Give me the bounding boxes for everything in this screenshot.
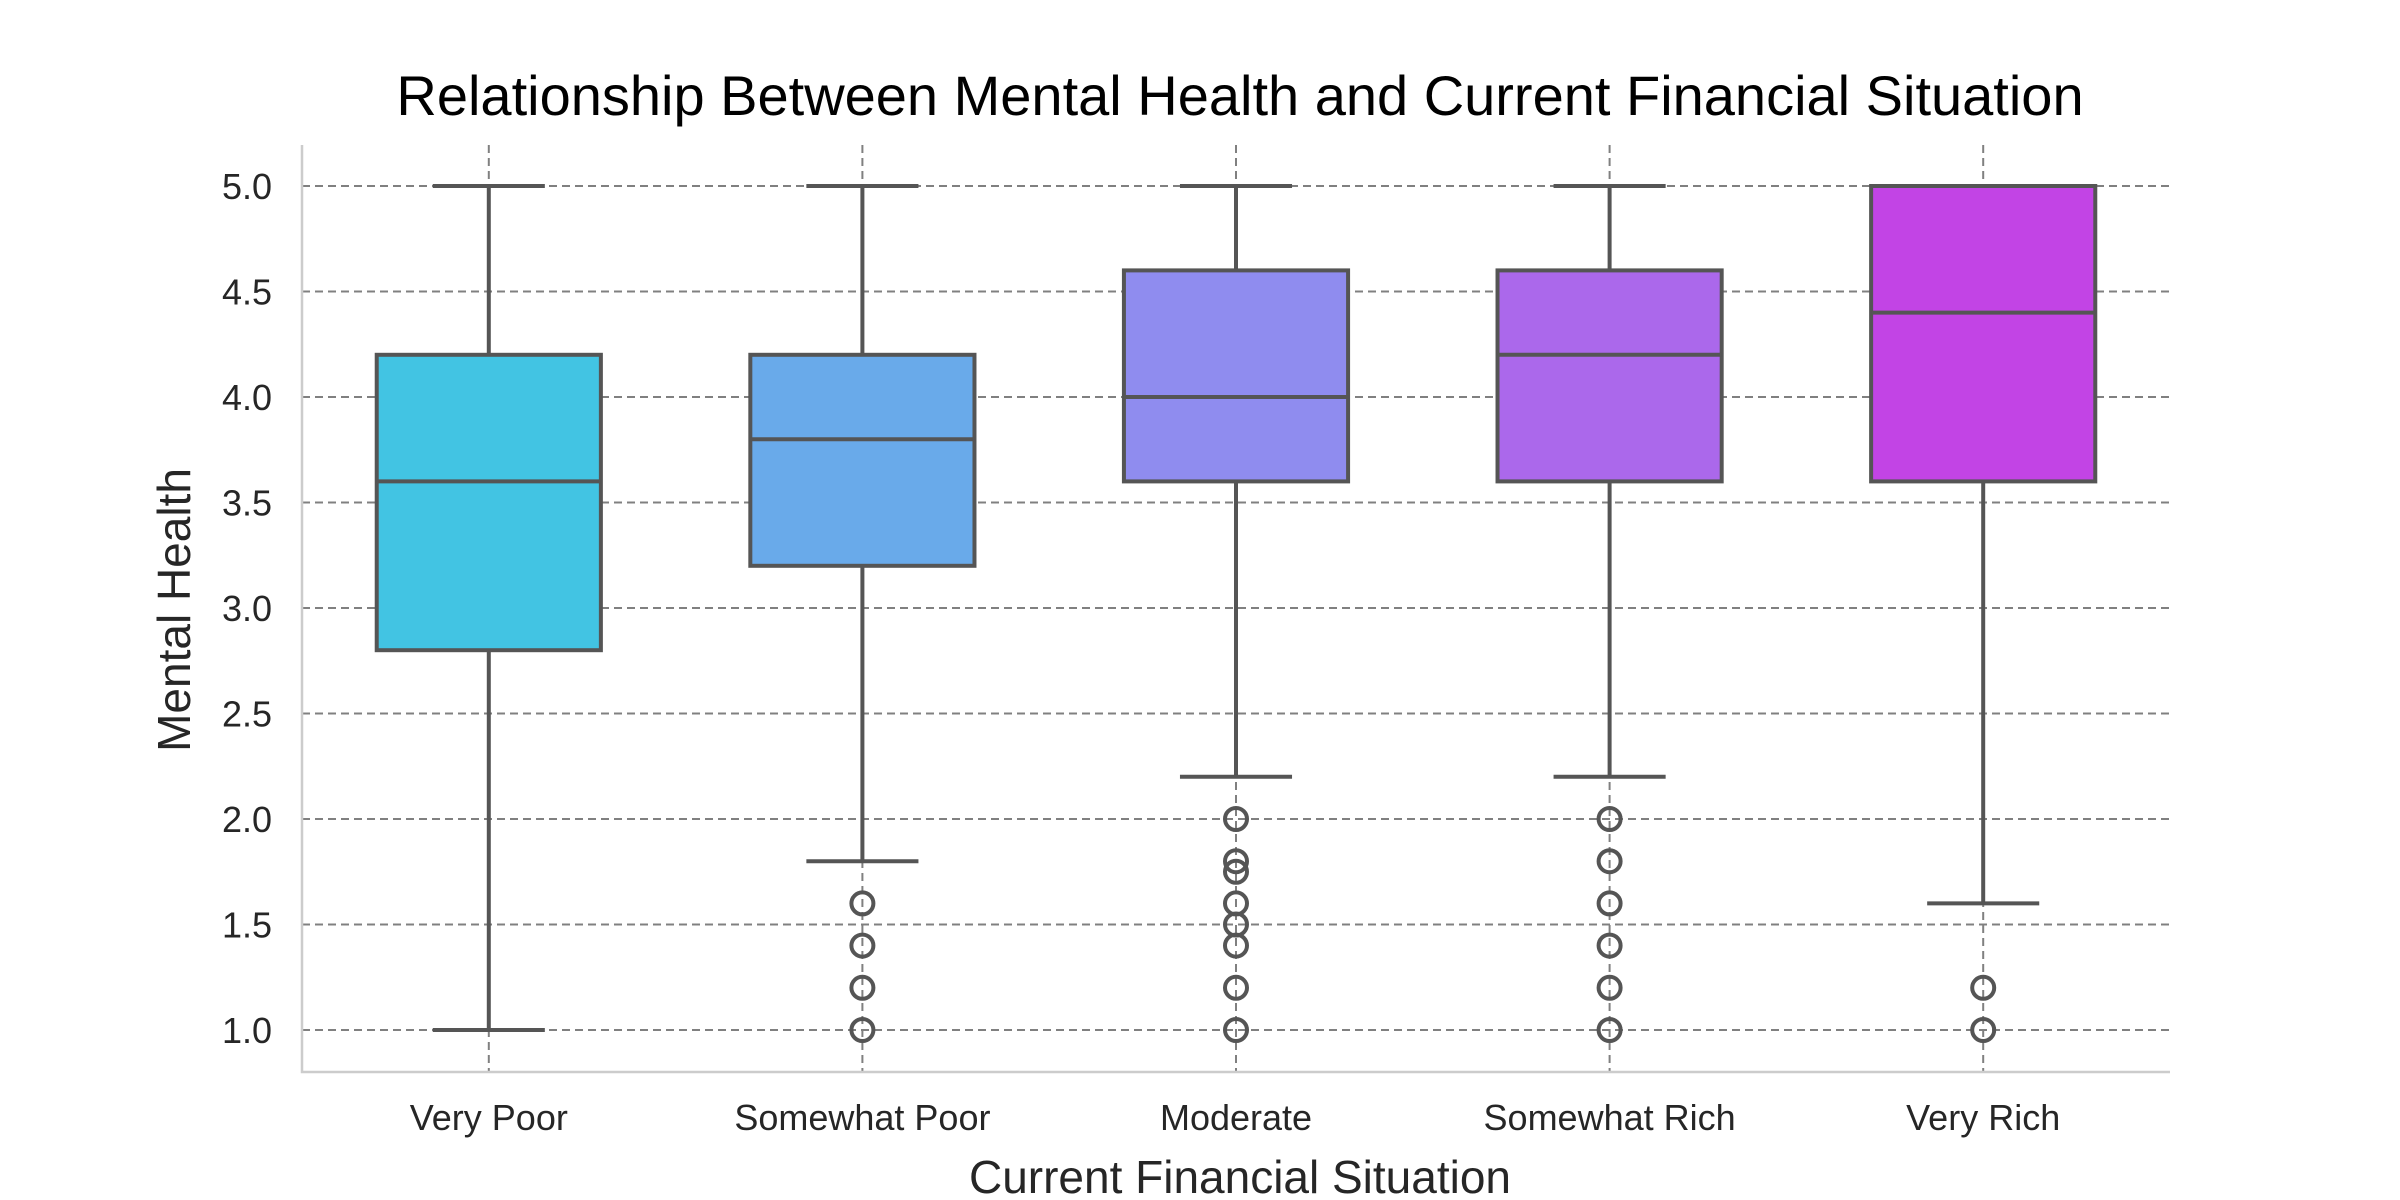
outlier-point <box>1596 932 1623 959</box>
iqr-box <box>1869 184 2098 484</box>
y-tick-label: 3.5 <box>222 483 272 524</box>
y-tick-label: 5.0 <box>222 166 272 207</box>
tick-labels: 1.0 1.5 2.0 2.5 3.0 3.5 4.0 4.5 5.0 Very Poor Some… <box>222 166 2060 1138</box>
y-tick-label: 2.5 <box>222 694 272 735</box>
outlier-point <box>1223 932 1249 959</box>
outlier-point <box>849 932 876 959</box>
outlier-point <box>1970 974 1997 1001</box>
axes <box>300 145 2170 1074</box>
outlier-point <box>1223 858 1249 885</box>
outlier-point <box>849 1017 876 1043</box>
y-axis-label: Mental Health <box>148 468 200 752</box>
chart-title: Relationship Between Mental Health and C… <box>396 64 2083 127</box>
outlier-point <box>1596 974 1623 1001</box>
box-group <box>1495 184 1724 1043</box>
outlier-point <box>1596 806 1623 832</box>
outlier-point <box>1596 848 1623 875</box>
axis-spine <box>300 145 2170 1074</box>
outlier-point <box>1596 890 1623 917</box>
box-group <box>374 184 603 1032</box>
outlier-point <box>1596 1017 1623 1043</box>
outlier-point <box>1223 806 1249 832</box>
x-tick-label: Somewhat Poor <box>734 1097 990 1138</box>
x-tick-label: Somewhat Rich <box>1484 1097 1736 1138</box>
x-axis-label: Current Financial Situation <box>969 1151 1511 1200</box>
y-tick-label: 1.0 <box>222 1010 272 1051</box>
y-tick-label: 3.0 <box>222 588 272 629</box>
x-tick-label: Very Rich <box>1906 1097 2060 1138</box>
iqr-box <box>748 352 977 568</box>
y-tick-label: 1.5 <box>222 905 272 946</box>
boxes <box>374 184 2098 1043</box>
outlier-point <box>1223 848 1249 875</box>
x-tick-label: Very Poor <box>410 1097 568 1138</box>
iqr-box <box>374 352 603 653</box>
y-tick-label: 4.0 <box>222 377 272 418</box>
box-group <box>1869 184 2098 1043</box>
box-group <box>1121 184 1351 1043</box>
outlier-point <box>1970 1017 1997 1043</box>
outlier-point <box>1223 974 1249 1001</box>
outlier-point <box>849 890 876 917</box>
box-group <box>748 184 977 1043</box>
outlier-point <box>849 974 876 1001</box>
outlier-point <box>1223 1017 1249 1043</box>
iqr-box <box>1495 268 1724 484</box>
y-tick-label: 4.5 <box>222 272 272 313</box>
iqr-box <box>1121 268 1351 484</box>
y-tick-label: 2.0 <box>222 799 272 840</box>
x-tick-label: Moderate <box>1160 1097 1312 1138</box>
